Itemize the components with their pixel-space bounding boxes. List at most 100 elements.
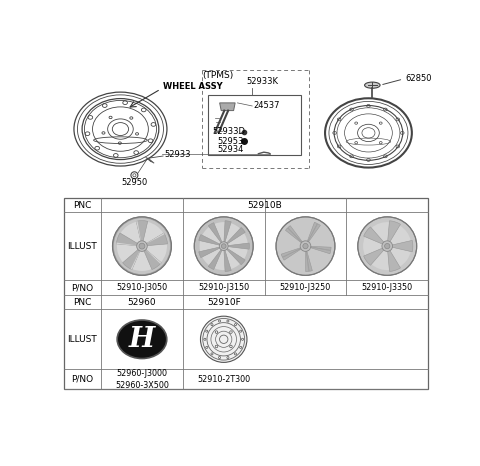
Wedge shape — [224, 243, 249, 249]
Wedge shape — [142, 233, 165, 246]
Wedge shape — [122, 246, 142, 269]
Ellipse shape — [365, 82, 380, 88]
Wedge shape — [387, 226, 411, 246]
Text: P/NO: P/NO — [72, 283, 94, 292]
Wedge shape — [363, 237, 387, 255]
Text: 62850: 62850 — [405, 74, 432, 83]
Wedge shape — [364, 246, 387, 265]
Circle shape — [303, 243, 308, 249]
Wedge shape — [387, 246, 411, 267]
Text: P/NO: P/NO — [72, 375, 94, 384]
Wedge shape — [117, 244, 142, 262]
Text: 52960: 52960 — [128, 298, 156, 307]
Wedge shape — [284, 246, 305, 257]
Wedge shape — [142, 233, 168, 246]
Text: 52910-J3050: 52910-J3050 — [116, 283, 168, 292]
Wedge shape — [305, 246, 312, 271]
Text: 24537: 24537 — [253, 101, 279, 110]
Text: 52933: 52933 — [165, 150, 191, 159]
Circle shape — [194, 217, 253, 275]
Wedge shape — [305, 246, 331, 254]
Circle shape — [221, 244, 226, 248]
Ellipse shape — [117, 320, 167, 358]
Wedge shape — [305, 225, 317, 246]
Wedge shape — [208, 246, 224, 269]
Text: (TPMS): (TPMS) — [202, 71, 233, 80]
Text: 52960-J3000
52960-3X500: 52960-J3000 52960-3X500 — [115, 369, 169, 390]
Circle shape — [139, 243, 145, 249]
Text: 52910F: 52910F — [207, 298, 240, 307]
Text: PNC: PNC — [73, 298, 92, 307]
Wedge shape — [364, 227, 387, 246]
Circle shape — [300, 241, 311, 251]
Wedge shape — [305, 246, 329, 251]
Wedge shape — [199, 234, 224, 246]
Text: 52933D: 52933D — [212, 127, 245, 136]
Circle shape — [384, 243, 390, 249]
Text: 52934: 52934 — [217, 145, 244, 154]
Text: ILLUST: ILLUST — [68, 241, 97, 251]
Wedge shape — [224, 223, 240, 246]
Polygon shape — [220, 103, 235, 110]
Wedge shape — [387, 240, 413, 252]
Wedge shape — [305, 224, 320, 246]
Text: 52933K: 52933K — [247, 76, 279, 86]
Wedge shape — [136, 221, 142, 246]
Wedge shape — [283, 246, 305, 260]
Wedge shape — [224, 246, 248, 259]
Wedge shape — [142, 246, 161, 269]
Wedge shape — [131, 246, 142, 269]
Wedge shape — [208, 223, 224, 246]
Bar — [64, 199, 428, 389]
Wedge shape — [202, 246, 224, 265]
Wedge shape — [214, 246, 225, 270]
Wedge shape — [224, 233, 248, 246]
Wedge shape — [387, 246, 400, 272]
Wedge shape — [224, 221, 231, 246]
Wedge shape — [288, 226, 305, 246]
Wedge shape — [305, 246, 309, 272]
Text: 52910B: 52910B — [247, 201, 282, 210]
Wedge shape — [200, 241, 224, 252]
Wedge shape — [142, 222, 163, 246]
Circle shape — [201, 316, 247, 363]
Bar — [208, 95, 301, 155]
Text: 52910-J3250: 52910-J3250 — [280, 283, 331, 292]
Text: 52950: 52950 — [121, 178, 147, 186]
Wedge shape — [224, 246, 240, 269]
Wedge shape — [202, 227, 224, 246]
Circle shape — [112, 217, 171, 275]
Circle shape — [276, 217, 335, 275]
Wedge shape — [117, 233, 142, 246]
Wedge shape — [305, 246, 310, 269]
Text: 52953: 52953 — [217, 137, 244, 146]
Text: 52910-J3150: 52910-J3150 — [198, 283, 249, 292]
Wedge shape — [281, 246, 305, 257]
Text: PNC: PNC — [73, 201, 92, 210]
Wedge shape — [288, 229, 305, 246]
Wedge shape — [132, 246, 152, 271]
Wedge shape — [305, 246, 331, 250]
Wedge shape — [224, 246, 245, 265]
Wedge shape — [224, 227, 245, 246]
Circle shape — [137, 241, 147, 251]
Wedge shape — [199, 246, 224, 258]
Wedge shape — [387, 221, 400, 246]
Text: H: H — [129, 326, 155, 353]
Wedge shape — [142, 246, 161, 264]
Wedge shape — [117, 243, 142, 246]
Wedge shape — [136, 221, 148, 246]
Wedge shape — [286, 228, 305, 246]
Text: 52910-2T300: 52910-2T300 — [197, 375, 250, 384]
Wedge shape — [142, 244, 167, 262]
Wedge shape — [305, 222, 317, 246]
Circle shape — [382, 241, 393, 251]
Circle shape — [219, 242, 228, 251]
Wedge shape — [372, 222, 389, 246]
Circle shape — [358, 217, 417, 275]
Text: WHEEL ASSY: WHEEL ASSY — [163, 82, 223, 91]
Text: 52910-J3350: 52910-J3350 — [362, 283, 413, 292]
Wedge shape — [214, 222, 225, 246]
Wedge shape — [120, 222, 142, 246]
Wedge shape — [372, 246, 389, 270]
